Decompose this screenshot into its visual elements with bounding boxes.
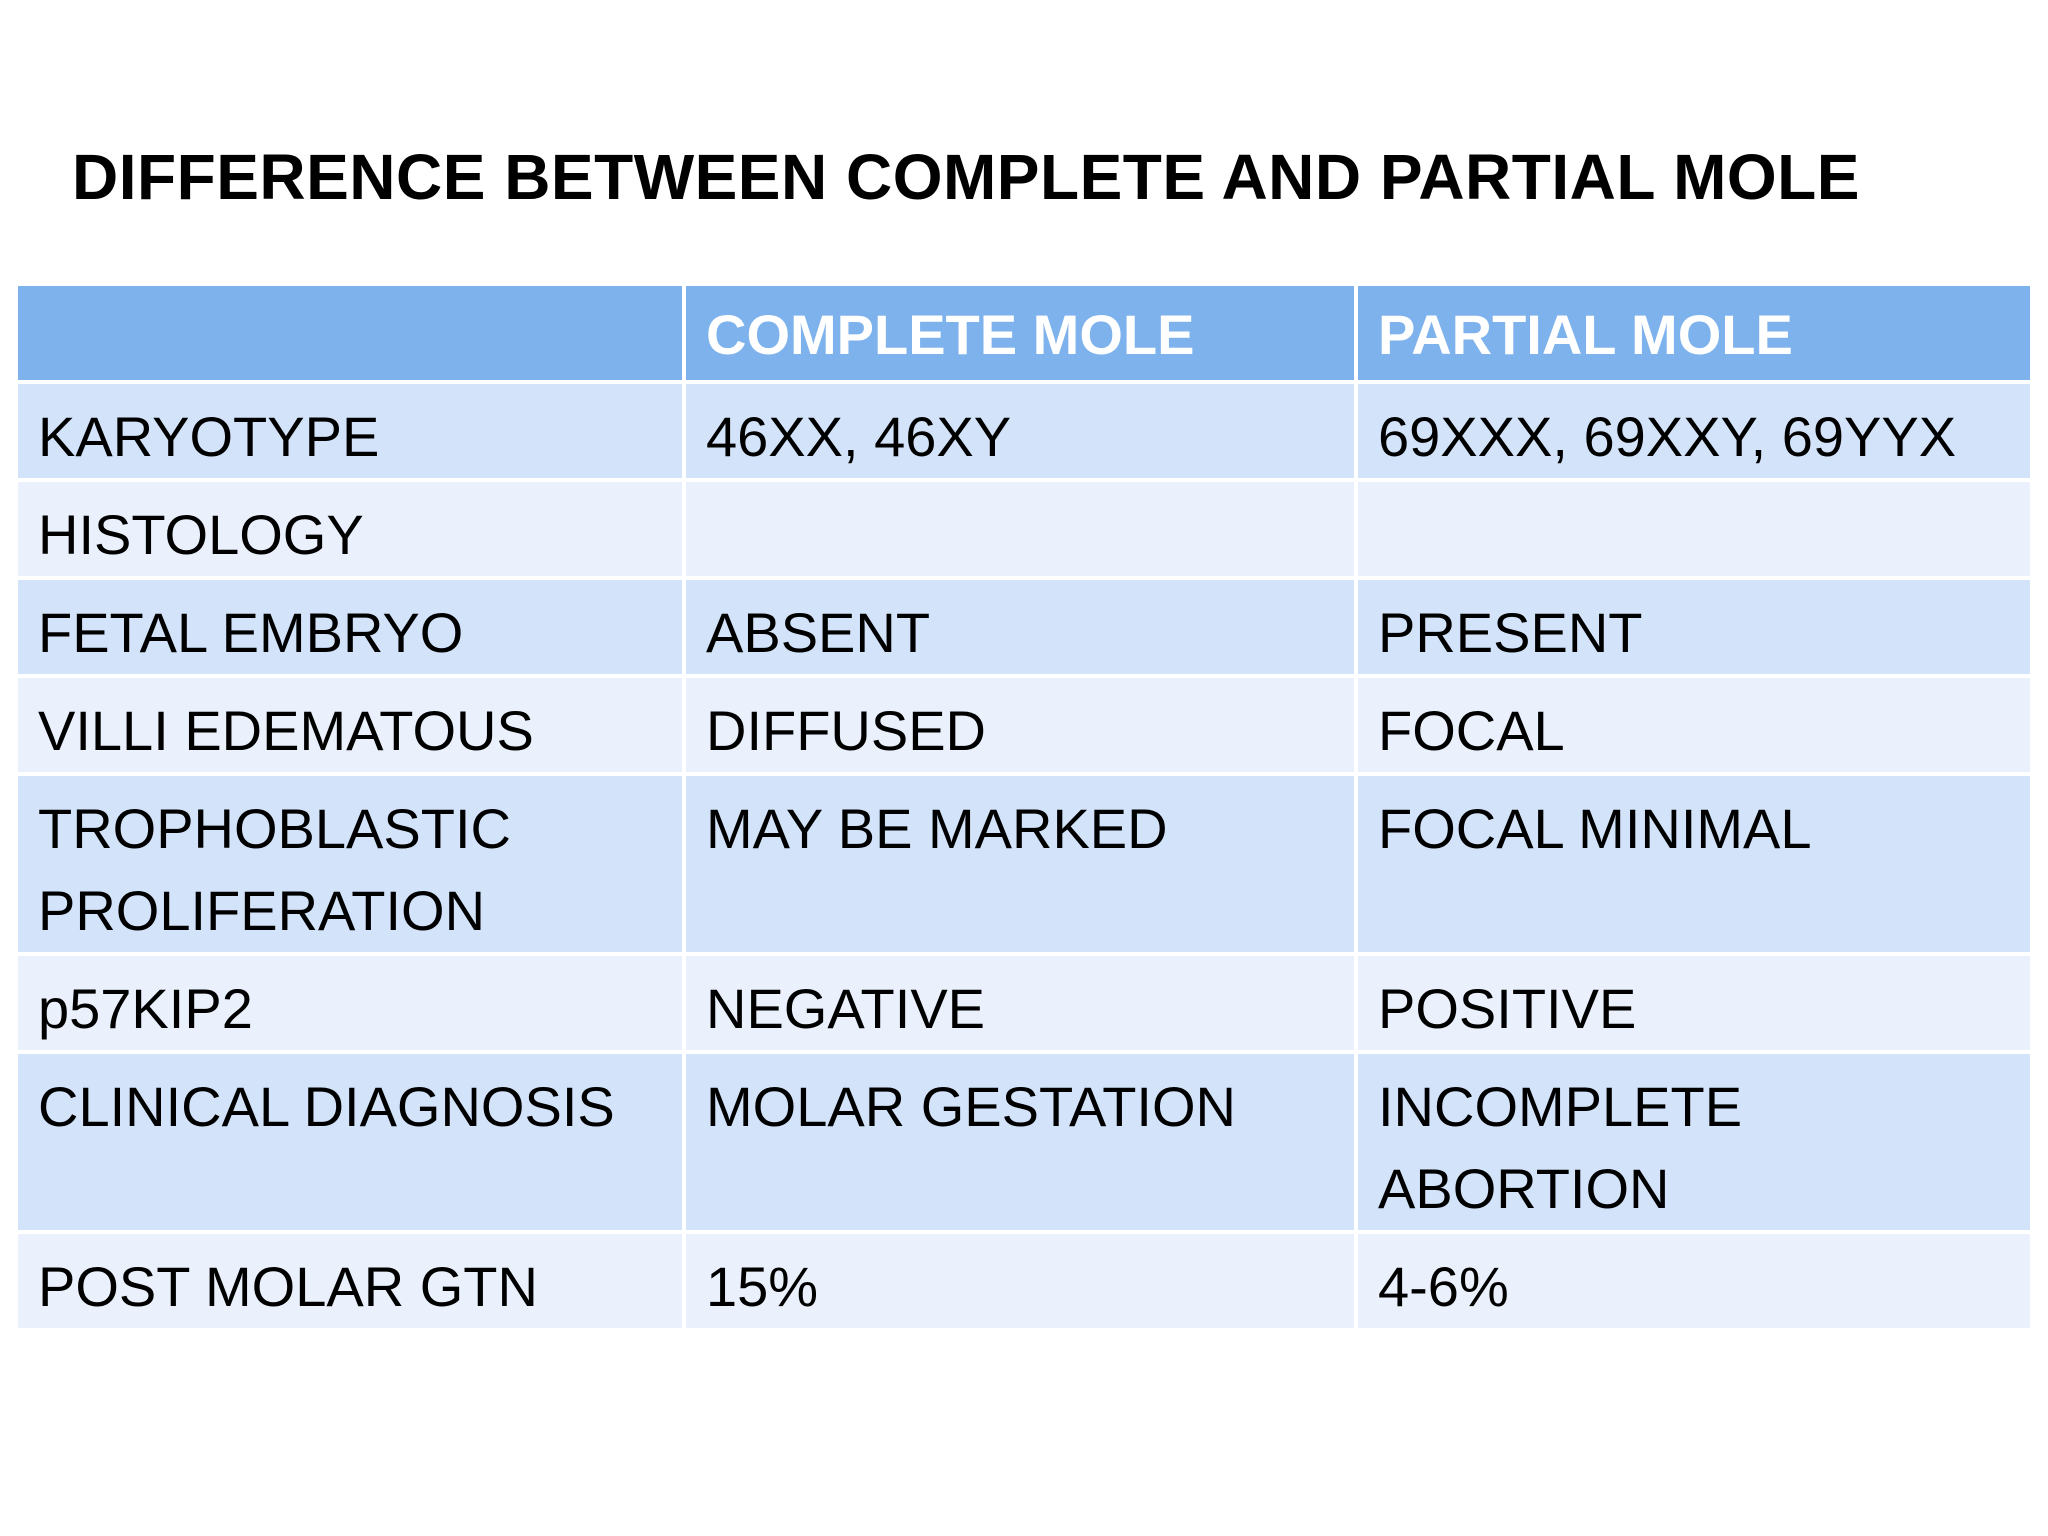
row-label: TROPHOBLASTIC PROLIFERATION: [14, 772, 686, 956]
table-row: HISTOLOGY: [14, 478, 2034, 580]
complete-mole-cell: DIFFUSED: [682, 674, 1358, 776]
comparison-table: COMPLETE MOLE PARTIAL MOLE KARYOTYPE 46X…: [14, 282, 2034, 1332]
row-label: POST MOLAR GTN: [14, 1230, 686, 1332]
table-row: POST MOLAR GTN 15% 4-6%: [14, 1230, 2034, 1332]
row-label: p57KIP2: [14, 952, 686, 1054]
table-row: VILLI EDEMATOUS DIFFUSED FOCAL: [14, 674, 2034, 776]
slide-title: DIFFERENCE BETWEEN COMPLETE AND PARTIAL …: [72, 141, 1860, 213]
table-row: TROPHOBLASTIC PROLIFERATION MAY BE MARKE…: [14, 772, 2034, 956]
header-cell-partial-mole: PARTIAL MOLE: [1354, 282, 2034, 384]
row-label: CLINICAL DIAGNOSIS: [14, 1050, 686, 1234]
header-cell-complete-mole: COMPLETE MOLE: [682, 282, 1358, 384]
partial-mole-cell: FOCAL MINIMAL: [1354, 772, 2034, 956]
table-row: p57KIP2 NEGATIVE POSITIVE: [14, 952, 2034, 1054]
partial-mole-cell: 69XXX, 69XXY, 69YYX: [1354, 380, 2034, 482]
partial-mole-cell: POSITIVE: [1354, 952, 2034, 1054]
row-label: KARYOTYPE: [14, 380, 686, 482]
complete-mole-cell: [682, 478, 1358, 580]
row-label: VILLI EDEMATOUS: [14, 674, 686, 776]
complete-mole-cell: 15%: [682, 1230, 1358, 1332]
table-row: FETAL EMBRYO ABSENT PRESENT: [14, 576, 2034, 678]
row-label: FETAL EMBRYO: [14, 576, 686, 678]
partial-mole-cell: PRESENT: [1354, 576, 2034, 678]
complete-mole-cell: ABSENT: [682, 576, 1358, 678]
complete-mole-cell: NEGATIVE: [682, 952, 1358, 1054]
complete-mole-cell: MAY BE MARKED: [682, 772, 1358, 956]
complete-mole-cell: 46XX, 46XY: [682, 380, 1358, 482]
partial-mole-cell: 4-6%: [1354, 1230, 2034, 1332]
partial-mole-cell: INCOMPLETE ABORTION: [1354, 1050, 2034, 1234]
table-row: KARYOTYPE 46XX, 46XY 69XXX, 69XXY, 69YYX: [14, 380, 2034, 482]
row-label: HISTOLOGY: [14, 478, 686, 580]
complete-mole-cell: MOLAR GESTATION: [682, 1050, 1358, 1234]
header-cell-blank: [14, 282, 686, 384]
table-row: CLINICAL DIAGNOSIS MOLAR GESTATION INCOM…: [14, 1050, 2034, 1234]
table-header-row: COMPLETE MOLE PARTIAL MOLE: [14, 282, 2034, 384]
partial-mole-cell: FOCAL: [1354, 674, 2034, 776]
partial-mole-cell: [1354, 478, 2034, 580]
